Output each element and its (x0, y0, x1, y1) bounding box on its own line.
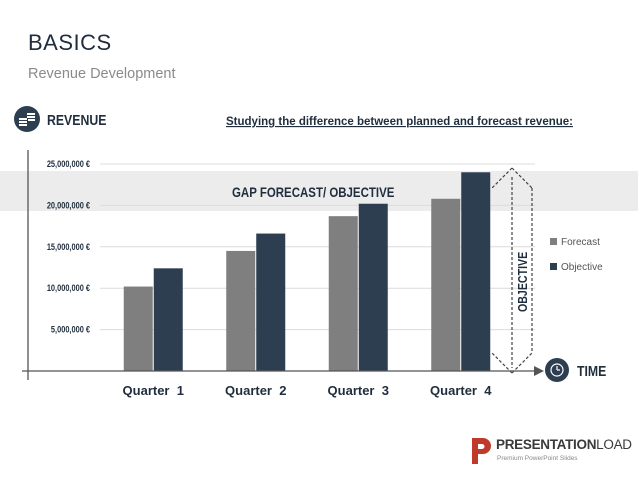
y-tick-labels: 5,000,000 € 10,000,000 € 15,000,000 € 20,00… (47, 158, 90, 335)
y-tick-label: 10,000,000 € (47, 282, 90, 293)
x-tick-labels: Quarter 1 Quarter 2 Quarter 3 Quarter 4 (123, 383, 493, 398)
legend-label-objective: Objective (561, 262, 603, 273)
presentationload-logo (472, 438, 491, 464)
page-title: BASICS (28, 30, 112, 55)
clock-icon (545, 358, 569, 382)
bar-forecast (328, 216, 358, 371)
legend-label-forecast: Forecast (561, 237, 600, 248)
x-tick-label: Quarter 3 (328, 383, 389, 398)
bars (123, 172, 491, 371)
brand-logo: PRESENTATIONLOAD Premium PowerPoint Slid… (470, 436, 632, 468)
bar-forecast (431, 198, 461, 371)
y-tick-label: 15,000,000 € (47, 241, 90, 252)
x-tick-label: Quarter 4 (430, 383, 492, 398)
y-tick-label: 25,000,000 € (47, 158, 90, 169)
x-axis-title: TIME (577, 363, 606, 379)
legend-swatch-forecast (550, 238, 557, 245)
legend-swatch-objective (550, 263, 557, 270)
x-tick-label: Quarter 2 (225, 383, 286, 398)
y-tick-label: 5,000,000 € (51, 324, 90, 335)
brand-name: PRESENTATIONLOAD (496, 437, 632, 452)
brand-tagline: Premium PowerPoint Slides (497, 455, 578, 462)
bar-objective (461, 172, 491, 371)
x-axis-arrow (534, 366, 544, 376)
brand-name-light: LOAD (596, 437, 632, 452)
bar-objective (256, 233, 286, 371)
objective-label: OBJECTIVE (516, 252, 530, 312)
bar-objective (358, 203, 388, 371)
chart-title: Studying the difference between planned … (226, 116, 573, 128)
gap-label: GAP FORECAST/ OBJECTIVE (232, 184, 395, 200)
x-tick-label: Quarter 1 (123, 383, 184, 398)
y-axis-title: REVENUE (47, 112, 106, 128)
coins-icon (14, 106, 40, 132)
brand-name-bold: PRESENTATION (496, 437, 597, 452)
bar-forecast (123, 286, 153, 371)
y-tick-label: 20,000,000 € (47, 199, 90, 210)
objective-range-arrow (491, 167, 533, 374)
page-subtitle: Revenue Development (28, 66, 176, 82)
bar-objective (153, 268, 183, 371)
bar-forecast (226, 250, 256, 371)
